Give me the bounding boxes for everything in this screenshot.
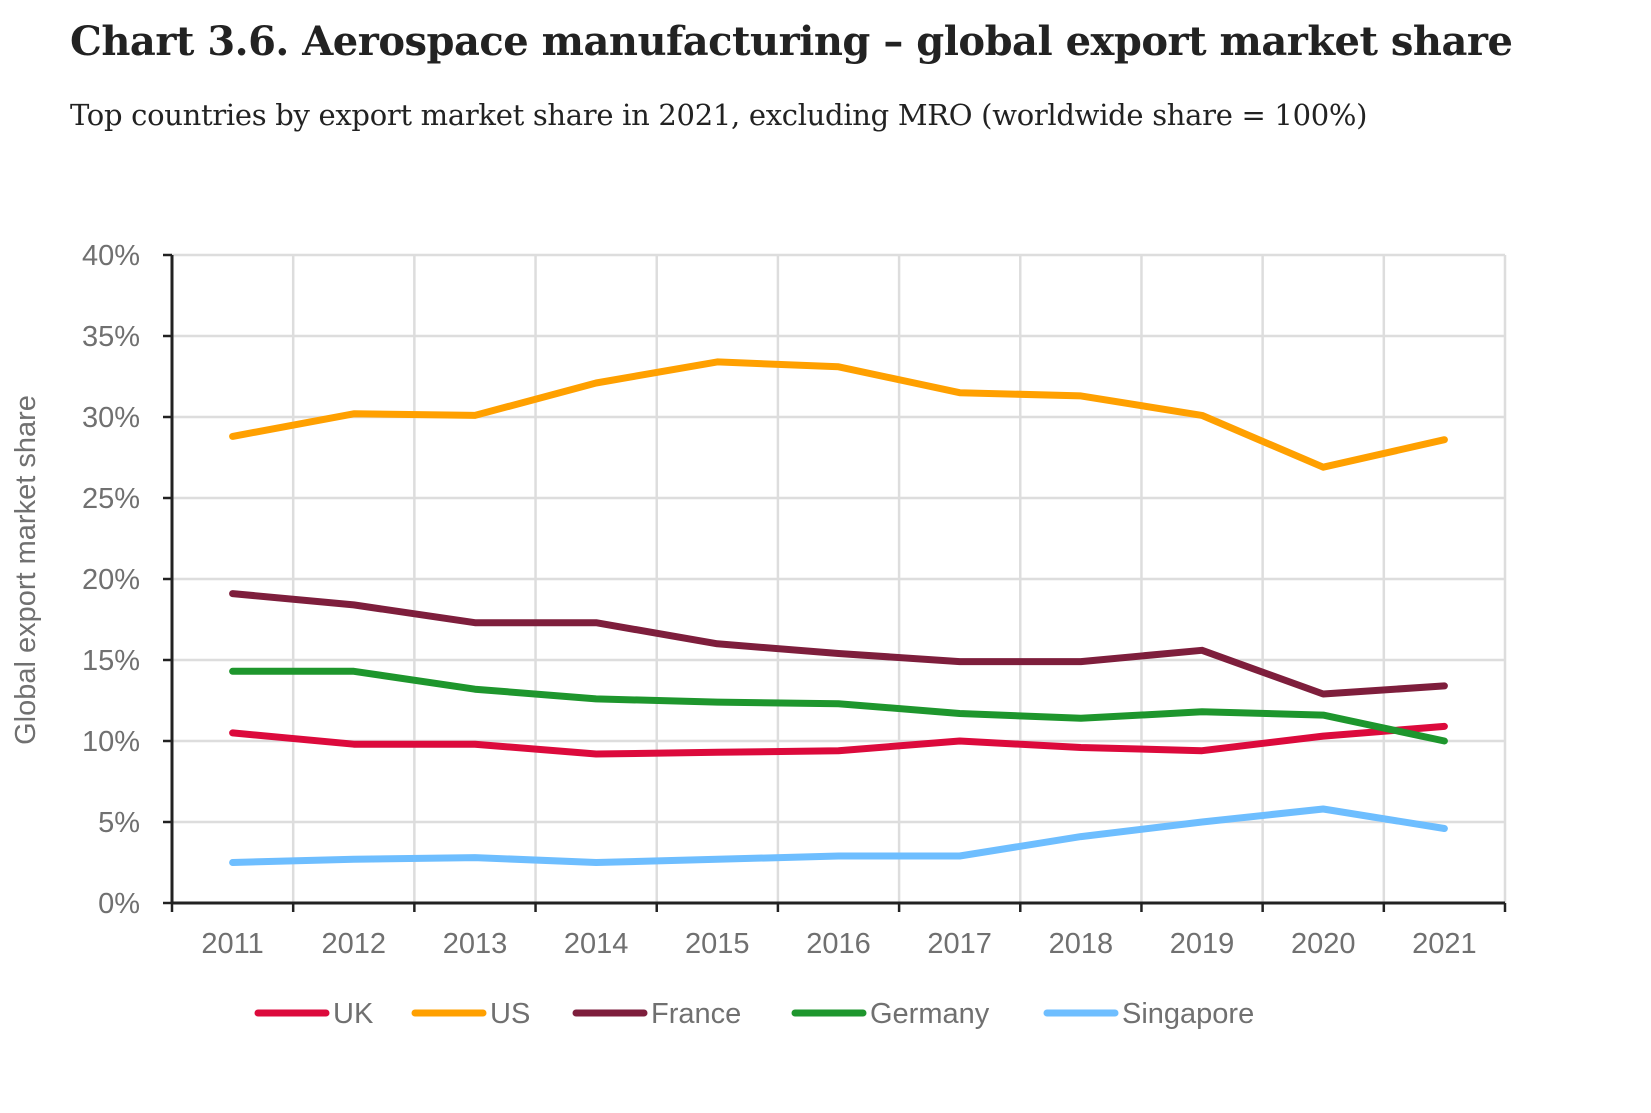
y-tick-label: 40% <box>82 240 140 272</box>
x-tick-label: 2018 <box>1049 928 1114 960</box>
chart-subtitle: Top countries by export market share in … <box>70 98 1368 132</box>
y-tick-label: 10% <box>82 726 140 758</box>
legend-item-france: France <box>572 998 741 1030</box>
legend-label: France <box>651 998 741 1030</box>
series-line-us <box>229 358 1448 471</box>
chart-title: Chart 3.6. Aerospace manufacturing – glo… <box>70 18 1513 65</box>
y-tick-label: 15% <box>82 645 140 677</box>
y-axis-title: Global export market share <box>10 395 42 745</box>
series-line-france <box>229 590 1448 698</box>
y-tick-label: 5% <box>98 807 140 839</box>
series-line-germany <box>229 667 1448 745</box>
legend-label: US <box>490 998 530 1030</box>
x-tick-label: 2021 <box>1412 928 1477 960</box>
y-axis-ticks: 0% 5% 10% 15% 20% 25% 30% 35% 40% <box>82 240 172 920</box>
series-line-uk <box>229 722 1448 758</box>
x-tick-label: 2016 <box>806 928 871 960</box>
x-tick-label: 2014 <box>564 928 629 960</box>
x-tick-label: 2020 <box>1291 928 1356 960</box>
x-tick-label: 2015 <box>685 928 750 960</box>
legend-label: Germany <box>870 998 990 1030</box>
legend-label: Singapore <box>1122 998 1254 1030</box>
series-lines <box>229 358 1448 866</box>
x-tick-label: 2011 <box>201 928 263 960</box>
y-tick-label: 0% <box>98 888 140 920</box>
y-tick-label: 30% <box>82 402 140 434</box>
y-tick-label: 35% <box>82 321 140 353</box>
x-tick-label: 2019 <box>1170 928 1235 960</box>
legend-label: UK <box>333 998 374 1030</box>
y-tick-label: 20% <box>82 564 140 596</box>
legend: UK US France Germany Singapore <box>254 998 1254 1030</box>
y-tick-label: 25% <box>82 483 140 515</box>
x-tick-label: 2012 <box>322 928 387 960</box>
series-line-singapore <box>229 805 1448 866</box>
legend-item-uk: UK <box>254 998 374 1030</box>
x-tick-label: 2013 <box>443 928 508 960</box>
x-axis-ticks: 2011 2012 2013 2014 2015 2016 2017 2018 2019 2020… <box>170 903 1507 960</box>
gridlines <box>172 253 1507 903</box>
legend-item-germany: Germany <box>791 998 990 1030</box>
legend-item-singapore: Singapore <box>1043 998 1254 1030</box>
x-tick-label: 2017 <box>927 928 992 960</box>
legend-item-us: US <box>411 998 530 1030</box>
